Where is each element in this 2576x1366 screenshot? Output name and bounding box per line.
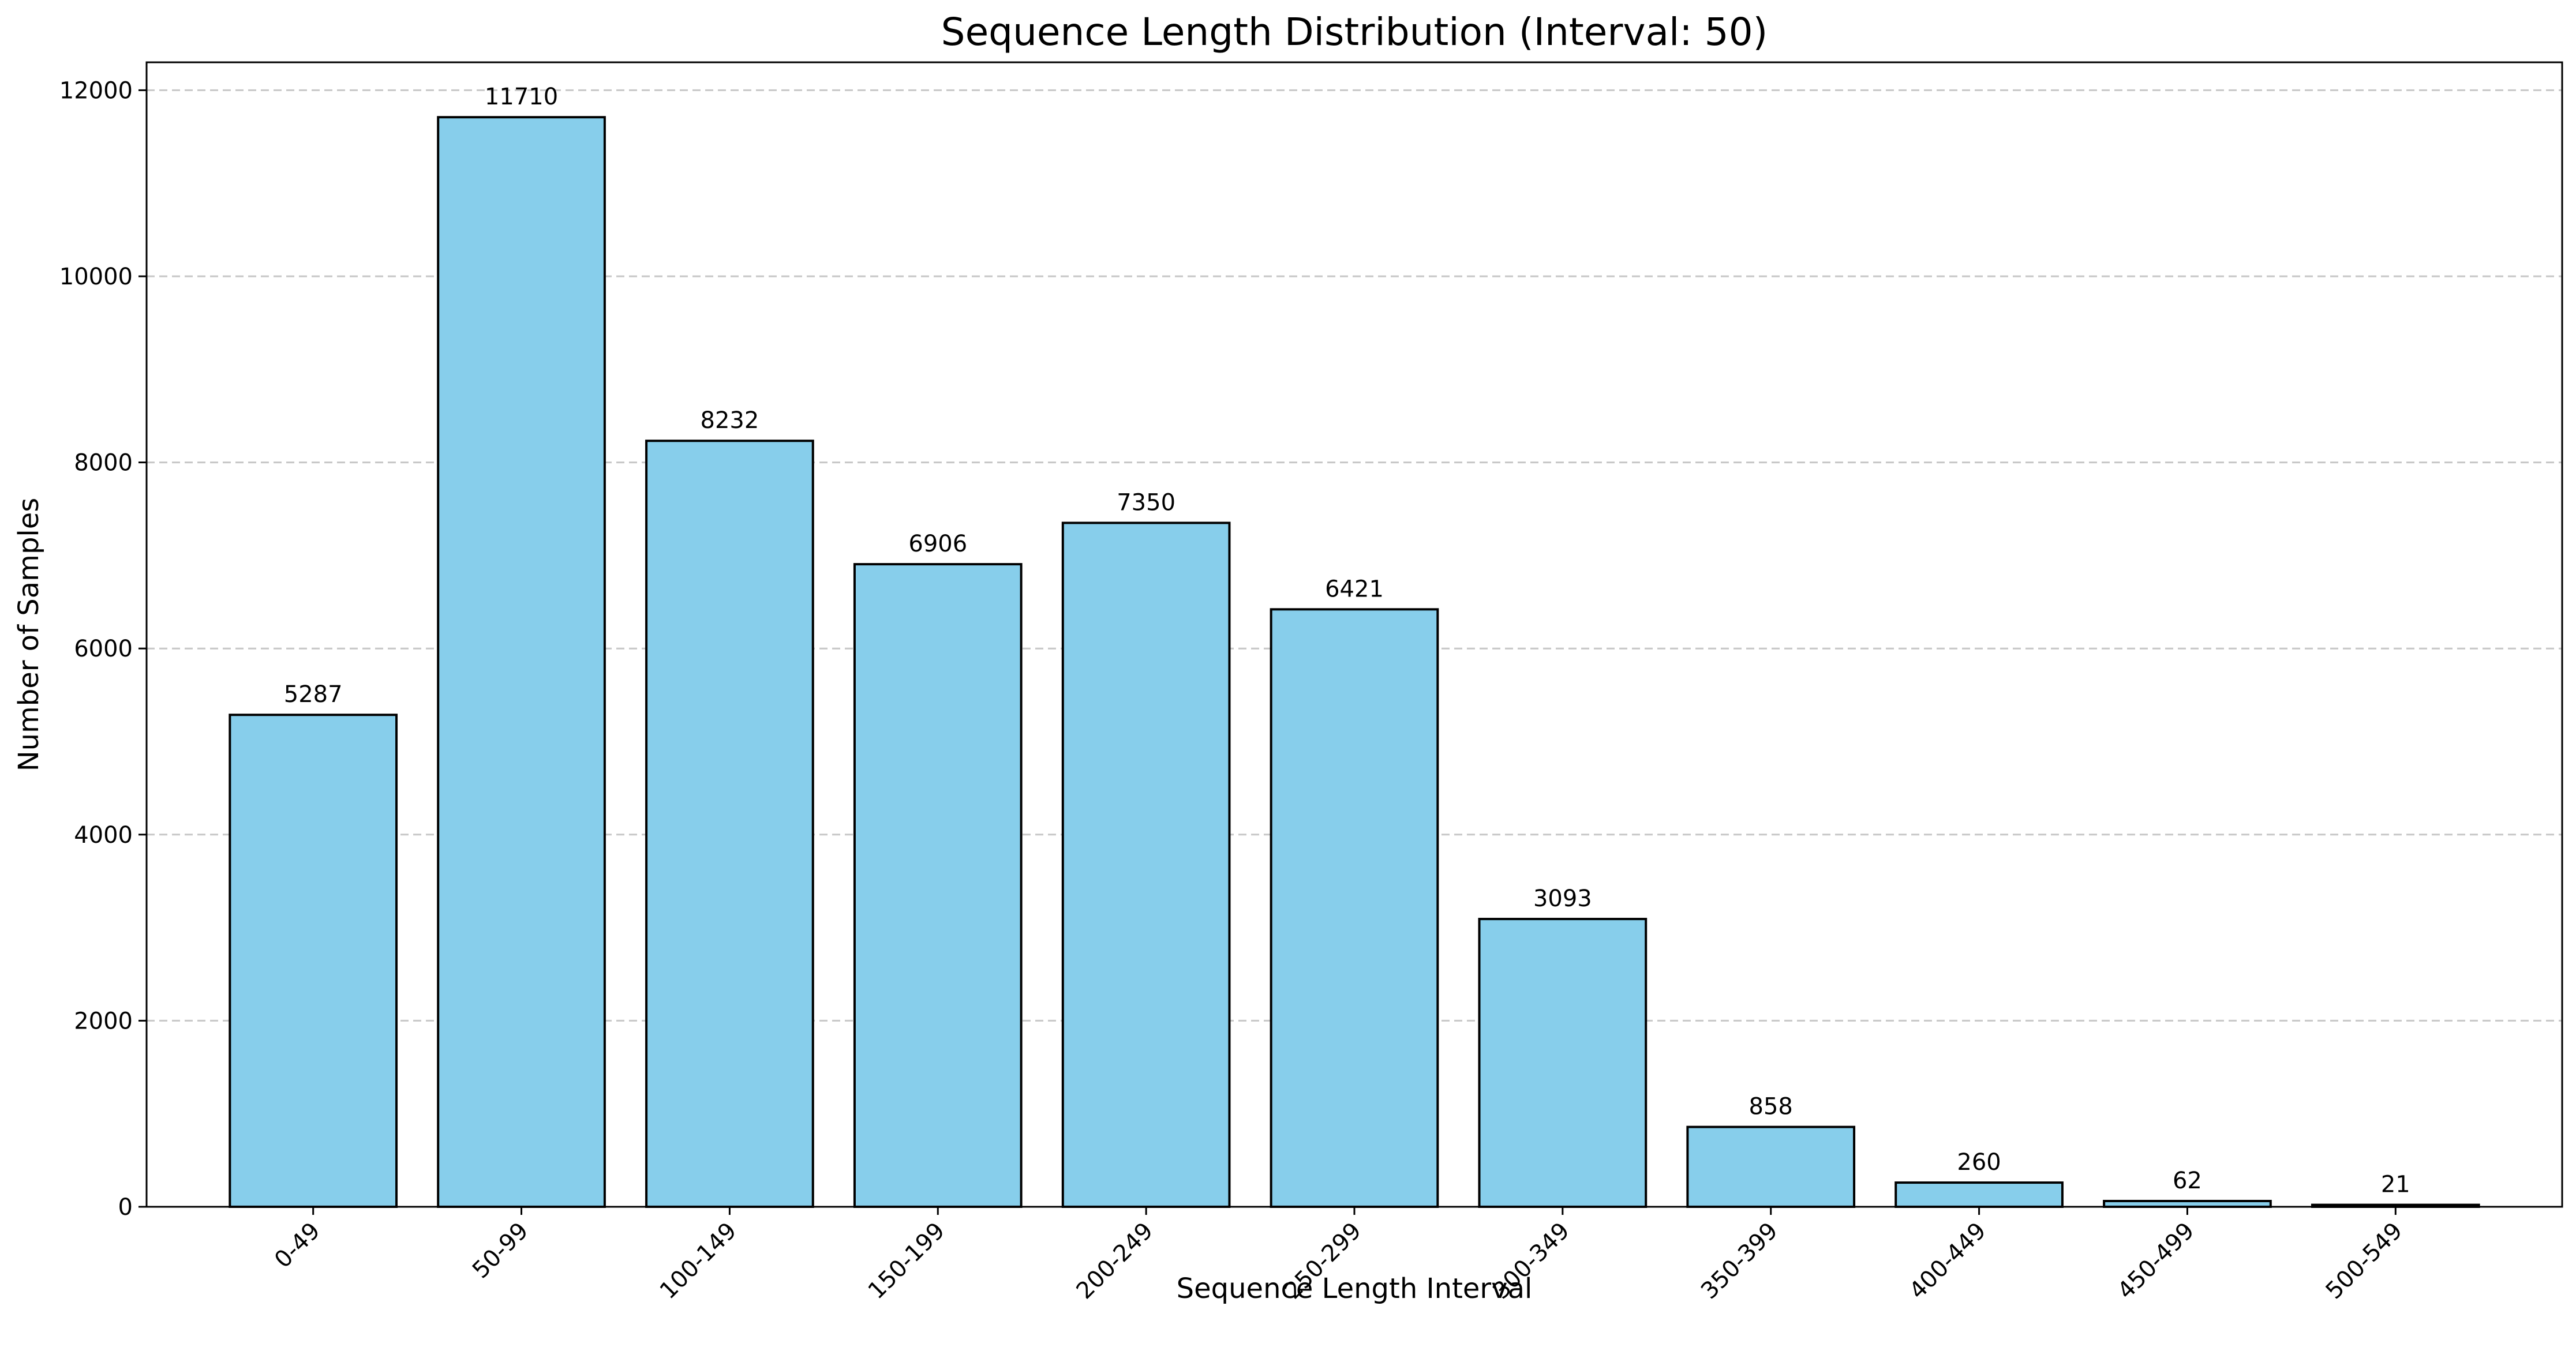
data-label-350-399: 858 — [1749, 1094, 1793, 1120]
bar-200-249 — [1061, 521, 1231, 1209]
bar-100-149 — [645, 440, 814, 1208]
bar-350-399 — [1686, 1125, 1856, 1208]
bar-50-99 — [437, 116, 606, 1208]
x-tick-label: 450-499 — [2113, 1218, 2200, 1305]
y-tick-label: 12000 — [59, 77, 133, 104]
x-tick-label: 0-49 — [269, 1218, 325, 1274]
bar-300-349 — [1478, 918, 1648, 1208]
y-tick-label: 0 — [118, 1194, 133, 1221]
x-tick-label: 200-249 — [1071, 1218, 1158, 1305]
x-tick-label: 50-99 — [467, 1218, 534, 1284]
data-label-250-299: 6421 — [1325, 576, 1384, 602]
chart-title: Sequence Length Distribution (Interval: … — [941, 10, 1768, 54]
data-label-400-449: 260 — [1957, 1149, 2001, 1176]
bar-150-199 — [853, 563, 1023, 1208]
x-tick-label: 150-199 — [863, 1218, 950, 1305]
x-tick-label: 400-449 — [1904, 1218, 1991, 1305]
bar-250-299 — [1270, 608, 1439, 1208]
y-axis-label: Number of Samples — [13, 498, 45, 772]
data-label-450-499: 62 — [2173, 1168, 2202, 1194]
bars — [229, 116, 2480, 1209]
plot-frame — [145, 61, 2563, 1208]
y-tick-label: 6000 — [74, 636, 133, 662]
y-tick-label: 10000 — [59, 264, 133, 290]
x-axis-label: Sequence Length Interval — [1177, 1273, 1533, 1305]
data-label-300-349: 3093 — [1533, 885, 1592, 912]
y-tick-label: 8000 — [74, 450, 133, 476]
x-tick-label: 100-149 — [655, 1218, 742, 1305]
y-tick-label: 2000 — [74, 1008, 133, 1034]
bar-400-449 — [1894, 1181, 2064, 1208]
data-label-100-149: 8232 — [701, 407, 759, 434]
data-label-150-199: 6906 — [908, 531, 967, 557]
data-label-500-549: 21 — [2381, 1172, 2410, 1198]
data-label-200-249: 7350 — [1117, 489, 1175, 516]
y-tick-label: 4000 — [74, 822, 133, 849]
bar-0-49 — [229, 714, 398, 1209]
y-axis-ticks: 0 2000 4000 6000 8000 10000 12000 — [59, 77, 147, 1221]
data-label-50-99: 11710 — [485, 84, 558, 110]
x-tick-label: 500-549 — [2321, 1218, 2408, 1305]
x-tick-label: 350-399 — [1696, 1218, 1783, 1305]
bar-data-labels: 5287 11710 8232 6906 7350 6421 3093 858 260 62 21 — [284, 84, 2410, 1198]
data-label-0-49: 5287 — [284, 681, 343, 708]
